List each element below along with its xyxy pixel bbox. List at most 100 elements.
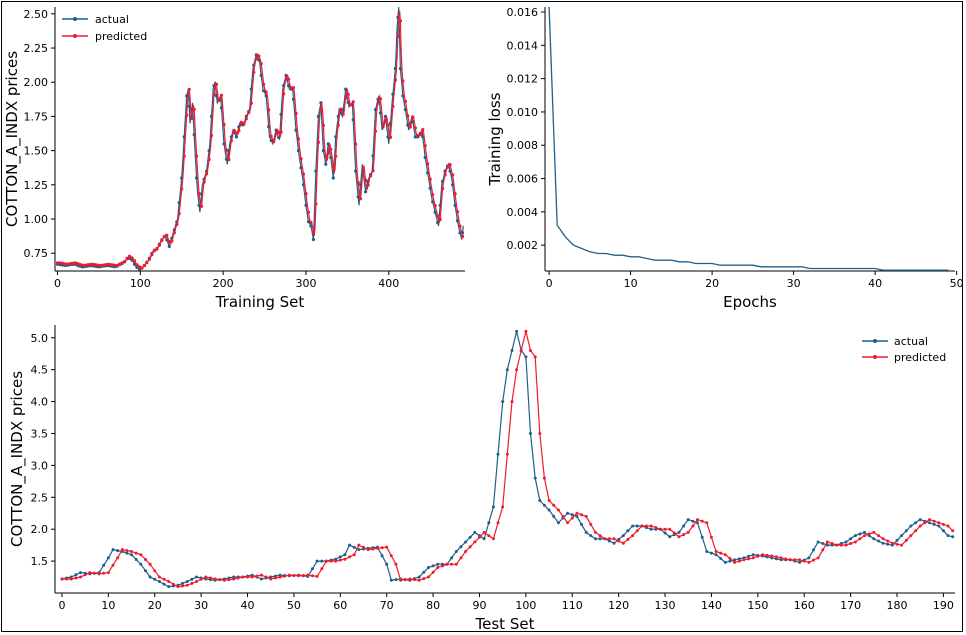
test-predicted-point [584,514,588,518]
training-predicted-point [329,147,333,151]
training-predicted-point [85,263,89,267]
training-panel: 0 100 200 300 400 0.75 1.00 1.25 1.50 1.75 2.00 2.2… [3,6,465,311]
training-predicted-point [147,257,151,261]
training-predicted-point [411,115,415,119]
test-actual-point [668,535,672,539]
training-predicted-point [356,181,360,185]
test-predicted-point [320,567,324,571]
test-predicted-point [844,543,848,547]
test-predicted-point [538,432,542,435]
test-predicted-point [157,575,161,579]
legend-predicted-marker [873,355,877,359]
training-predicted-point [369,174,373,178]
test-predicted-point [389,554,393,558]
test-actual-point [139,562,143,566]
test-predicted-point [417,578,421,582]
test-actual-point [111,548,115,552]
test-predicted-point [222,578,226,582]
test-predicted-point [468,545,472,549]
test-predicted-point [723,553,727,557]
test-actual-point [348,543,352,547]
test-actual-point [380,554,384,558]
training-x-label: Training Set [215,293,305,311]
loss-x-tick-label: 50 [950,277,964,290]
test-actual-point [914,521,918,525]
test-predicted-point [195,580,198,583]
test-actual-point [580,522,583,526]
test-predicted-point [853,540,857,544]
training-predicted-point [123,260,127,264]
training-actual-point [413,135,417,139]
test-predicted-point [134,551,138,555]
test-predicted-point [589,522,593,526]
test-actual-point [130,553,133,557]
training-predicted-point [244,117,248,121]
training-actual-point [167,244,171,248]
training-predicted-point [326,151,330,155]
training-actual-point [321,149,325,153]
training-predicted-point [438,217,442,221]
test-actual-point [816,540,820,544]
test-predicted-point [700,519,704,523]
training-predicted-point [269,134,273,138]
test-x-tick-label: 170 [840,599,861,612]
test-predicted-point [431,570,435,574]
test-predicted-point [867,532,871,536]
test-predicted-point [292,574,296,577]
test-actual-point [195,575,198,579]
training-predicted-point [135,263,139,267]
test-actual-point [533,476,537,480]
test-predicted-point [761,553,764,557]
training-actual-point [331,176,335,180]
test-x-tick-label: 160 [794,599,815,612]
training-predicted-point [296,137,301,141]
test-predicted-point [881,537,885,541]
test-actual-point [691,519,695,523]
test-actual-point [751,553,755,557]
test-predicted-point [473,540,477,544]
training-predicted-point [426,162,430,166]
test-predicted-point [923,521,927,525]
test-actual-point [134,558,138,561]
test-actual-point [320,559,324,563]
test-predicted-point [756,554,760,558]
test-legend: actual predicted [862,335,946,364]
test-x-tick-label: 140 [701,599,722,612]
training-y-tick-label: 2.50 [24,8,49,21]
training-actual-point [364,190,368,194]
test-predicted-point [737,559,741,563]
training-predicted-point [162,235,166,239]
training-predicted-point [165,233,169,237]
training-predicted-point [274,132,278,136]
training-predicted-point [433,204,437,208]
test-actual-point [663,531,667,535]
test-actual-point [496,452,500,456]
test-predicted-point [478,535,481,539]
training-actual-point [130,258,134,262]
test-predicted-point [877,534,880,538]
test-predicted-point [863,534,866,538]
training-actual-point [324,162,328,166]
training-predicted-point [443,173,447,177]
training-predicted-point [157,243,161,247]
training-predicted-point [118,262,122,266]
training-predicted-point [142,263,147,267]
test-predicted-point [380,546,384,550]
test-actual-point [728,559,732,563]
test-predicted-point [213,577,217,581]
test-panel: 0 10 20 30 40 50 60 70 80 90 100 110 120 130 140 150 160… [8,325,955,633]
test-predicted-point [501,505,505,509]
loss-y-tick-label: 0.012 [507,73,539,86]
training-predicted-point [287,77,291,81]
test-predicted-point [116,556,120,560]
training-predicted-point [339,107,343,111]
training-predicted-point [115,263,119,267]
training-actual-point [222,142,226,146]
test-actual-point [454,550,458,553]
test-actual-point [153,577,157,581]
test-predicted-point [259,573,263,577]
test-predicted-point [88,571,92,575]
test-actual-point [552,514,556,518]
test-predicted-point [607,537,611,541]
legend-predicted-label: predicted [95,30,147,43]
